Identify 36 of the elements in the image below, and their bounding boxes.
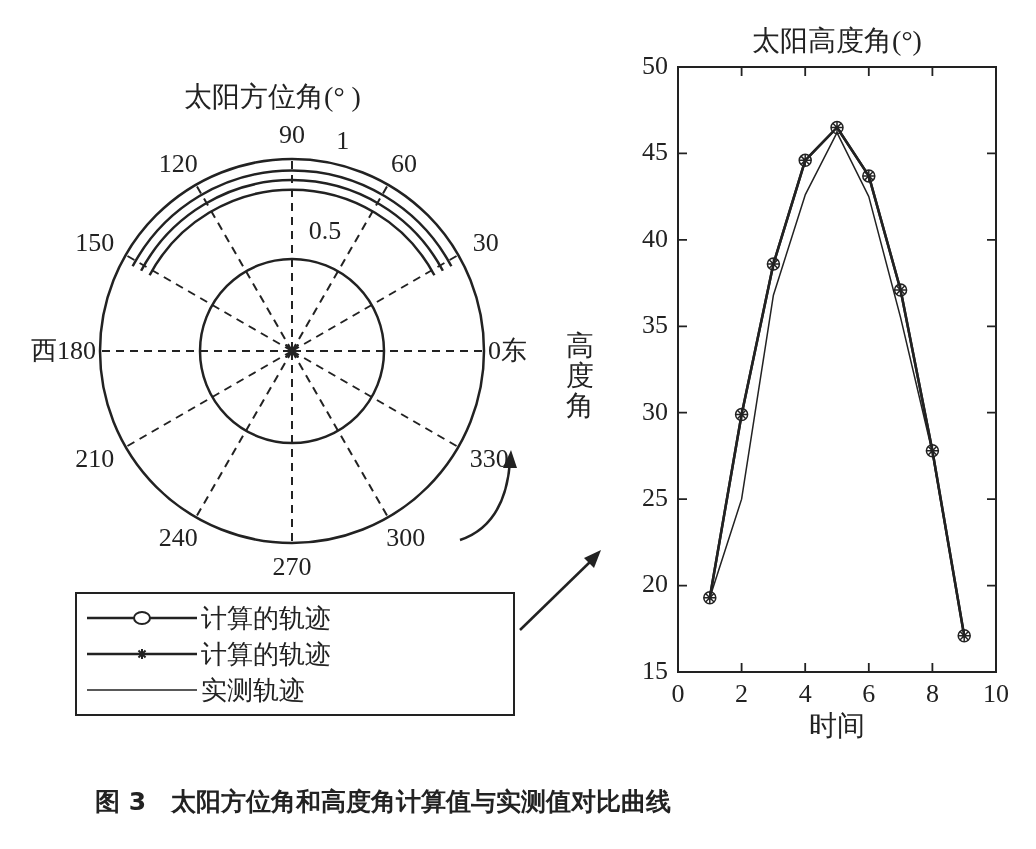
text: 300: [386, 523, 426, 553]
y-tick-label: 35: [642, 310, 668, 340]
y-tick-label: 50: [642, 50, 668, 80]
legend-label: 计算的轨迹: [201, 602, 331, 635]
text: 西180: [31, 336, 96, 365]
x-axis-title: 时间: [809, 710, 865, 742]
text: 0东: [488, 336, 527, 365]
text: 150: [75, 228, 115, 257]
y-tick-label: 30: [642, 396, 668, 426]
text: 90: [279, 120, 305, 149]
text: 210: [75, 444, 115, 473]
y-tick-label: 40: [642, 223, 668, 253]
x-tick-label: 2: [735, 679, 749, 709]
text: 240: [158, 523, 198, 553]
y-axis-title: 高度角: [566, 329, 594, 421]
x-tick-label: 8: [925, 679, 939, 709]
x-tick-label: 10: [983, 679, 1009, 709]
x-tick-label: 0: [671, 679, 685, 709]
x-tick-label: 6: [862, 679, 876, 709]
text: 1: [336, 125, 350, 155]
legend-label: 实测轨迹: [201, 674, 305, 707]
text: 太阳方位角(° ): [183, 81, 362, 112]
y-tick-label: 25: [642, 482, 668, 512]
text: 30: [472, 228, 499, 257]
text: 0.5: [308, 216, 342, 246]
y-tick-label: 45: [642, 137, 668, 167]
text: 120: [158, 148, 198, 178]
x-tick-label: 4: [798, 679, 812, 709]
text: 330: [469, 444, 509, 473]
y-tick-label: 20: [642, 569, 668, 599]
chart-title: 太阳高度角(°): [752, 25, 922, 57]
caption: 图 3 太阳方位角和高度角计算值与实测值对比曲线: [95, 786, 672, 818]
text: 60: [390, 148, 417, 178]
text: 270: [272, 552, 312, 581]
legend-label: 计算的轨迹: [201, 638, 331, 671]
y-tick-label: 15: [642, 655, 668, 685]
